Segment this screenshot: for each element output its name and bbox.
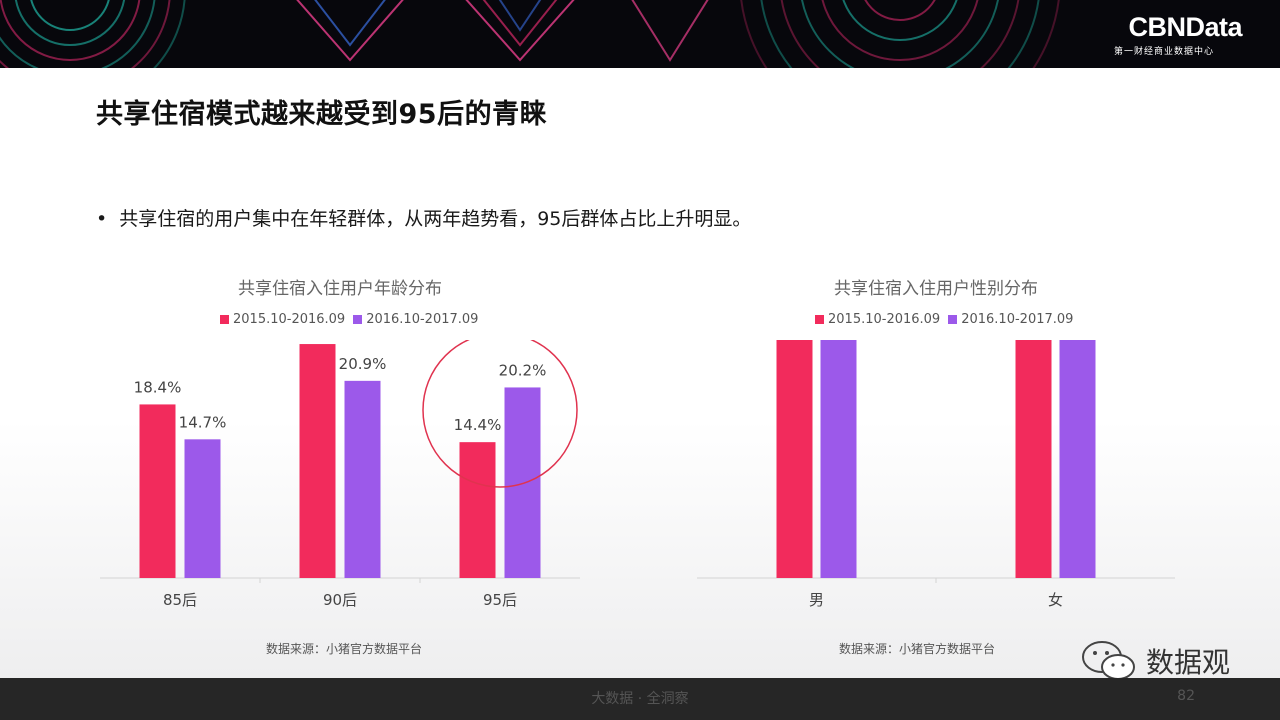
wechat-watermark: 数据观 — [1080, 640, 1230, 682]
data-label: 18.4% — [134, 378, 182, 396]
page-number: 82 — [1177, 688, 1195, 704]
wechat-icon — [1082, 641, 1135, 680]
page-title: 共享住宿模式越来越受到95后的青睐 — [96, 99, 548, 130]
bullet-dot-icon: • — [96, 208, 108, 230]
summary-text: 共享住宿的用户集中在年轻群体，从两年趋势看，95后群体占比上升明显。 — [119, 208, 752, 230]
x-tick-label: 90后 — [323, 591, 357, 609]
bar-女-series-2 — [1059, 340, 1096, 578]
data-label: 14.4% — [454, 416, 502, 434]
legend-item-series-1: 2015.10-2016.09 — [815, 312, 940, 327]
age-chart-legend: 2015.10-2016.09 2016.10-2017.09 — [220, 312, 478, 327]
top-banner: CBNData 第一财经商业数据中心 — [0, 0, 1280, 68]
legend-label-series-1: 2015.10-2016.09 — [828, 312, 941, 327]
bar-女-series-1 — [1015, 340, 1052, 578]
summary-bullet: • 共享住宿的用户集中在年轻群体，从两年趋势看，95后群体占比上升明显。 — [96, 204, 751, 231]
legend-label-series-2: 2016.10-2017.09 — [366, 312, 479, 327]
bar-男-series-1 — [776, 340, 813, 578]
legend-label-series-1: 2015.10-2016.09 — [233, 312, 346, 327]
bar-85后-series-1 — [139, 404, 176, 578]
bar-90后-series-2 — [344, 380, 381, 578]
gender-chart-source: 数据来源：小猪官方数据平台 — [839, 642, 996, 656]
data-label: 20.9% — [339, 355, 387, 373]
age-chart-title: 共享住宿入住用户年龄分布 — [238, 279, 442, 299]
legend-label-series-2: 2016.10-2017.09 — [961, 312, 1074, 327]
x-tick-label: 85后 — [163, 591, 197, 609]
legend-item-series-1: 2015.10-2016.09 — [220, 312, 345, 327]
bar-90后-series-1 — [299, 344, 336, 578]
x-tick-label: 女 — [1048, 591, 1063, 609]
cbndata-logo: CBNData — [1128, 12, 1242, 42]
x-tick-label: 男 — [809, 591, 824, 609]
bar-男-series-2 — [820, 340, 857, 578]
bar-95后-series-2 — [504, 387, 541, 578]
legend-item-series-2: 2016.10-2017.09 — [948, 312, 1073, 327]
age-chart-source: 数据来源：小猪官方数据平台 — [266, 642, 423, 656]
legend-item-series-2: 2016.10-2017.09 — [353, 312, 478, 327]
gender-bar-chart: 48%47%男52%53%女 — [697, 340, 1175, 609]
bar-85后-series-2 — [184, 439, 221, 578]
gender-chart-legend: 2015.10-2016.09 2016.10-2017.09 — [815, 312, 1073, 327]
legend-swatch-series-1 — [220, 315, 229, 324]
x-tick-label: 95后 — [483, 591, 517, 609]
highlight-circle — [422, 340, 578, 488]
footer-bar: 大数据 · 全洞察 82 — [0, 678, 1280, 720]
data-label: 20.2% — [499, 361, 547, 379]
footer-slogan: 大数据 · 全洞察 — [591, 691, 689, 707]
legend-swatch-series-2 — [353, 315, 363, 324]
legend-swatch-series-1 — [815, 315, 824, 324]
cbndata-logo-subtitle: 第一财经商业数据中心 — [1113, 47, 1214, 57]
banner-decoration — [0, 0, 1060, 68]
data-label: 14.7% — [179, 413, 227, 431]
bar-95后-series-1 — [459, 442, 496, 578]
wechat-account-name: 数据观 — [1146, 646, 1231, 679]
gender-chart-title: 共享住宿入住用户性别分布 — [834, 279, 1038, 299]
legend-swatch-series-2 — [948, 315, 958, 324]
